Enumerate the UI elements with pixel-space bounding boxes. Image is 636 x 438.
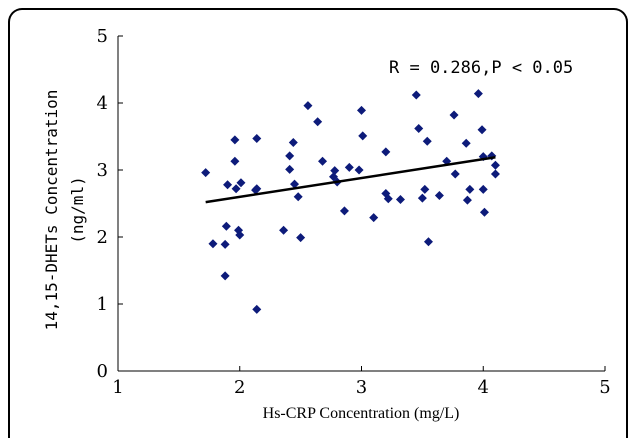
data-point — [422, 136, 432, 146]
x-axis-label: Hs-CRP Concentration (mg/L) — [263, 405, 460, 422]
data-point — [296, 233, 306, 243]
x-tick-label: 3 — [356, 377, 367, 398]
trend-line — [205, 156, 496, 204]
y-axis-label-line2: (ng/ml) — [68, 176, 87, 243]
data-point — [293, 192, 303, 202]
data-point — [478, 184, 488, 194]
data-point — [201, 168, 211, 178]
data-point — [303, 101, 313, 111]
data-point — [313, 117, 323, 127]
data-point — [231, 184, 241, 194]
data-point — [479, 207, 489, 217]
data-point — [330, 166, 340, 176]
y-tick-label: 2 — [97, 227, 108, 248]
x-tick-label: 4 — [478, 377, 489, 398]
data-point — [318, 156, 328, 166]
data-points — [201, 89, 500, 314]
data-point — [223, 180, 233, 190]
data-point — [252, 304, 262, 314]
data-point — [285, 151, 295, 161]
data-point — [423, 237, 433, 247]
data-point — [357, 105, 366, 115]
data-point — [420, 184, 430, 194]
figure-frame — [8, 8, 628, 438]
x-tick-label: 1 — [112, 377, 123, 398]
y-tick-label: 3 — [97, 160, 108, 181]
data-point — [395, 194, 405, 204]
data-point — [354, 165, 364, 175]
y-tick-label: 0 — [97, 361, 108, 382]
data-point — [461, 138, 471, 148]
y-tick-label: 5 — [97, 26, 108, 47]
data-point — [417, 193, 427, 203]
data-point — [252, 184, 262, 194]
x-tick-label: 2 — [234, 377, 245, 398]
y-tick-label: 4 — [97, 93, 108, 114]
data-point — [381, 147, 391, 157]
data-point — [344, 162, 354, 172]
data-point — [477, 125, 487, 135]
data-point — [288, 138, 298, 148]
data-point — [490, 169, 500, 179]
data-point — [220, 271, 230, 281]
data-point — [449, 110, 459, 120]
data-point — [290, 179, 300, 189]
data-point — [414, 123, 424, 133]
data-point — [465, 184, 475, 194]
data-point — [411, 90, 421, 100]
chart-axes — [117, 35, 606, 372]
data-point — [358, 131, 368, 141]
data-point — [490, 160, 500, 170]
y-axis-label-line1: 14,15-DHETs Concentration — [42, 90, 61, 331]
data-point — [221, 221, 231, 231]
data-point — [339, 206, 349, 216]
data-point — [235, 230, 245, 240]
data-point — [230, 156, 240, 166]
y-tick-label: 1 — [97, 294, 108, 315]
data-point — [230, 135, 240, 145]
data-point — [279, 225, 289, 235]
data-point — [450, 169, 460, 179]
data-point — [383, 194, 393, 204]
data-point — [252, 134, 262, 144]
data-point — [369, 213, 379, 223]
data-point — [285, 164, 295, 174]
data-point — [236, 178, 246, 188]
data-point — [434, 190, 444, 200]
data-point — [462, 195, 472, 205]
data-point — [473, 89, 483, 99]
x-tick-label: 5 — [599, 377, 610, 398]
data-point — [220, 239, 230, 249]
data-point — [208, 239, 218, 249]
correlation-annotation: R = 0.286,P < 0.05 — [389, 58, 573, 78]
data-point — [328, 172, 338, 182]
